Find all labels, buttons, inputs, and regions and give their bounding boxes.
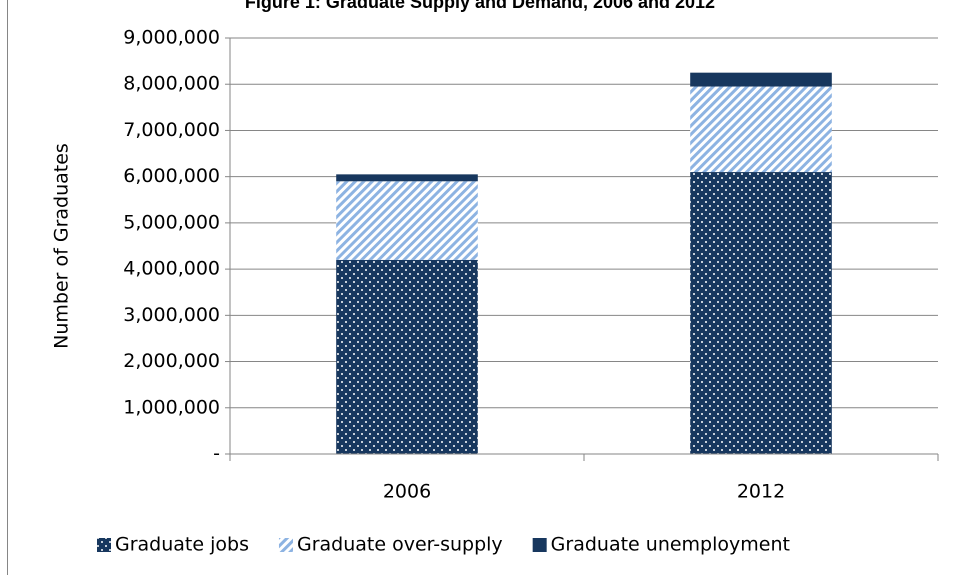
y-tick-label: 8,000,000: [123, 73, 220, 95]
y-tick-label: 2,000,000: [123, 350, 220, 372]
y-tick-label: 5,000,000: [123, 211, 220, 233]
legend-label: Graduate unemployment: [551, 534, 790, 556]
y-tick-label: -: [213, 443, 220, 465]
bar-segment: [336, 259, 478, 454]
bar-segment: [690, 172, 832, 455]
legend-label: Graduate over-supply: [297, 534, 503, 556]
bar-segment: [336, 174, 478, 182]
chart-border: [7, 0, 8, 575]
legend-swatch: [278, 538, 293, 552]
y-tick-label: 1,000,000: [123, 396, 220, 418]
bar-segment: [690, 86, 832, 173]
bar-segment: [690, 72, 832, 87]
y-axis-title: Number of Graduates: [51, 143, 73, 349]
bar-segment: [336, 181, 478, 260]
chart-title: Figure 1: Graduate Supply and Demand, 20…: [245, 0, 715, 12]
y-tick-label: 3,000,000: [123, 304, 220, 326]
y-tick-label: 7,000,000: [123, 119, 220, 141]
y-tick-label: 6,000,000: [123, 165, 220, 187]
legend-label: Graduate jobs: [115, 534, 249, 556]
x-tick-label: 2012: [737, 481, 785, 503]
y-tick-label: 9,000,000: [123, 27, 220, 49]
legend-swatch: [97, 538, 111, 552]
x-tick-label: 2006: [383, 481, 431, 503]
y-tick-label: 4,000,000: [123, 258, 220, 280]
legend-swatch: [532, 538, 547, 552]
